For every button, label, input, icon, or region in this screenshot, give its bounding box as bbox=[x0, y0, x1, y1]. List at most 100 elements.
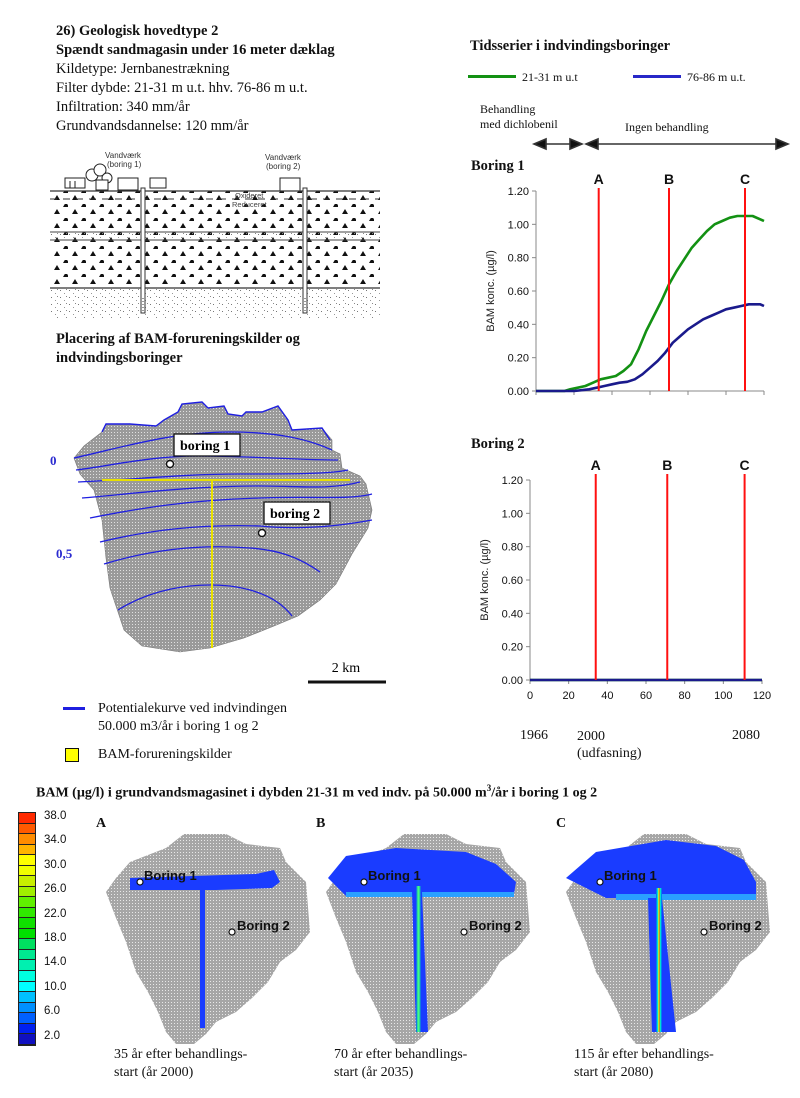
buildings-icon bbox=[64, 163, 301, 192]
period-arrows bbox=[531, 137, 791, 151]
colorbar-label: 18.0 bbox=[44, 932, 67, 944]
scenario-panel-c: C Boring 1 Boring 2 115 år efter behandling… bbox=[556, 816, 786, 1096]
boring-1-label: Boring 1 bbox=[144, 868, 197, 883]
y-tick-label: 0.60 bbox=[508, 286, 529, 298]
panel-label: B bbox=[316, 816, 326, 831]
colorbar-swatch bbox=[19, 918, 35, 928]
colorbar-label: 10.0 bbox=[44, 980, 67, 993]
period-no-treatment-label: Ingen behandling bbox=[625, 120, 709, 134]
colorbar-label: 14.0 bbox=[44, 956, 67, 969]
colorbar-swatch bbox=[19, 844, 35, 855]
plume-horizontal bbox=[130, 870, 280, 890]
concentration-map: Boring 1 Boring 2 bbox=[566, 834, 770, 1044]
y-tick-label: 1.00 bbox=[502, 508, 523, 520]
x-tick-label: 40 bbox=[601, 690, 613, 700]
colorbar-swatch bbox=[19, 939, 35, 949]
concentration-map: Boring 1 Boring 2 bbox=[326, 834, 530, 1044]
y-tick-label: 1.20 bbox=[502, 475, 523, 487]
boring-1-label: Boring 1 bbox=[604, 868, 657, 883]
y-tick-label: 0.00 bbox=[502, 675, 523, 687]
chart2-title: Boring 2 bbox=[471, 436, 525, 452]
colorbar-label: 34.0 bbox=[44, 834, 67, 847]
y-tick-label: 0.60 bbox=[502, 575, 523, 587]
colorbar-swatch bbox=[19, 992, 35, 1002]
sand-layer bbox=[50, 288, 380, 318]
boring-1-marker bbox=[596, 878, 604, 886]
y-tick-label: 0.20 bbox=[508, 353, 529, 365]
colorbar-label: 30.0 bbox=[44, 858, 67, 871]
vandvaerk2-label-2: (boring 2) bbox=[266, 162, 301, 171]
header-line-infiltration: Infiltration: 340 mm/år bbox=[56, 99, 190, 115]
colorbar-swatch bbox=[19, 928, 35, 939]
marker-label-c: C bbox=[740, 171, 750, 187]
boring-1-marker bbox=[136, 878, 144, 886]
plume-core bbox=[656, 888, 662, 1032]
chart-boring-1: 0.000.200.400.600.801.001.20020406080100… bbox=[485, 171, 765, 398]
bottom-title: BAM (µg/l) i grundvandsmagasinet i dybde… bbox=[36, 783, 598, 801]
marker-label-c: C bbox=[740, 457, 750, 473]
colorbar bbox=[18, 812, 36, 1046]
plume-core bbox=[416, 886, 421, 1032]
period-treatment-label: Behandling med dichlobenil bbox=[480, 102, 558, 131]
boring-1-marker bbox=[165, 459, 175, 469]
legend-swatch-green bbox=[468, 75, 516, 78]
x-tick-label: 20 bbox=[563, 690, 575, 700]
colorbar-swatch bbox=[19, 886, 35, 897]
colorbar-label: 2.0 bbox=[44, 1029, 60, 1042]
timeseries-title: Tidsserier i indvindingsboringer bbox=[470, 38, 671, 54]
header-block: 26) Geologisk hovedtype 2 Spændt sandmag… bbox=[56, 22, 335, 136]
well-boring-1 bbox=[140, 187, 146, 314]
boring-2-label: Boring 2 bbox=[709, 918, 762, 933]
legend-swatch-blue-ts bbox=[633, 75, 681, 78]
marker-label-a: A bbox=[591, 457, 601, 473]
boring-2-marker bbox=[460, 928, 468, 936]
boring-1-marker bbox=[360, 878, 368, 886]
y-tick-label: 0.40 bbox=[508, 319, 529, 331]
legend-swatch-yellow bbox=[65, 748, 79, 762]
y-tick-label: 0.20 bbox=[502, 642, 523, 654]
boring-2-marker bbox=[228, 928, 236, 936]
reduceret-label: Reduceret bbox=[232, 200, 268, 209]
colorbar-label: 38.0 bbox=[44, 810, 67, 822]
y-tick-label: 1.20 bbox=[508, 186, 529, 198]
oxideret-label: Oxideret bbox=[235, 191, 264, 200]
page-title: 26) Geologisk hovedtype 2 bbox=[56, 23, 219, 39]
colorbar-swatch bbox=[19, 907, 35, 918]
colorbar-swatch bbox=[19, 855, 35, 865]
cross-section-diagram: Vandværk (boring 1) Vandværk (boring 2) … bbox=[50, 151, 380, 318]
chart1-title: Boring 1 bbox=[471, 158, 525, 174]
scale-bar-label: 2 km bbox=[332, 661, 361, 676]
colorbar-swatch bbox=[19, 1002, 35, 1013]
colorbar-label: 6.0 bbox=[44, 1005, 60, 1018]
series-line-shallow bbox=[536, 214, 765, 393]
boring-2-marker bbox=[700, 928, 708, 936]
boring-1-label: boring 1 bbox=[180, 439, 230, 454]
contour-label-0: 0 bbox=[50, 453, 57, 468]
plume-horizontal bbox=[328, 848, 516, 896]
map-figure: 0 0,5 boring 1 boring 2 2 km bbox=[50, 401, 386, 684]
x-tick-label: 120 bbox=[753, 690, 771, 700]
boring-2-marker bbox=[257, 528, 267, 538]
panel-caption: 35 år efter behandlings-start (år 2000) bbox=[114, 1047, 248, 1080]
year-label-1966: 1966 bbox=[520, 728, 548, 743]
panel-caption: 115 år efter behandlings-start (år 2080) bbox=[574, 1047, 714, 1080]
boring-1-label: Boring 1 bbox=[368, 868, 421, 883]
header-line-kildetype: Kildetype: Jernbanestrækning bbox=[56, 61, 230, 77]
potential-contours bbox=[73, 431, 373, 617]
year-label-2000: 2000 (udfasning) bbox=[577, 729, 642, 761]
y-tick-label: 1.00 bbox=[508, 219, 529, 231]
page-subtitle: Spændt sandmagasin under 16 meter dæklag bbox=[56, 42, 335, 58]
y-axis-label: BAM konc. (µg/l) bbox=[485, 250, 497, 332]
marker-label-b: B bbox=[662, 457, 672, 473]
colorbar-swatch bbox=[19, 876, 35, 886]
vandvaerk1-label-1: Vandværk bbox=[105, 151, 142, 160]
x-tick-label: 60 bbox=[640, 690, 652, 700]
colorbar-label: 26.0 bbox=[44, 883, 67, 896]
colorbar-label: 22.0 bbox=[44, 907, 67, 920]
colorbar-swatch bbox=[19, 1013, 35, 1023]
marker-label-a: A bbox=[594, 171, 604, 187]
scenario-panel-b: B Boring 1 Boring 2 70 år efter behandlings… bbox=[316, 816, 546, 1096]
marker-label-b: B bbox=[664, 171, 674, 187]
colorbar-swatch bbox=[19, 981, 35, 992]
plume-front bbox=[616, 894, 756, 900]
